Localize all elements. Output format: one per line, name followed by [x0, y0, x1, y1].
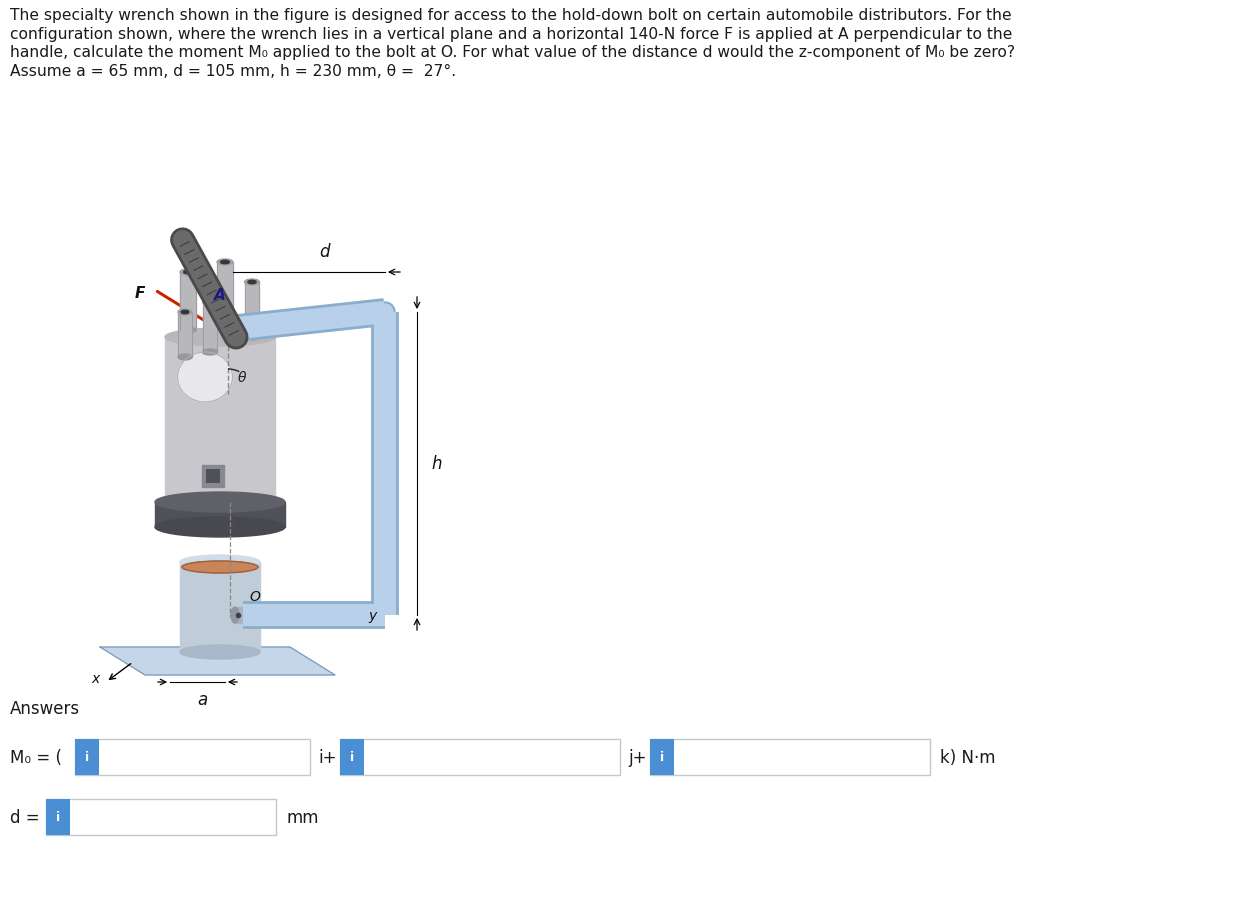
Ellipse shape	[165, 329, 275, 346]
Ellipse shape	[203, 350, 218, 355]
Text: i+: i+	[318, 748, 337, 766]
Text: y: y	[368, 609, 377, 622]
Polygon shape	[178, 312, 192, 358]
Text: z: z	[235, 516, 242, 529]
Ellipse shape	[180, 270, 197, 276]
Ellipse shape	[180, 645, 260, 660]
Text: a: a	[197, 691, 207, 708]
Ellipse shape	[220, 261, 229, 264]
Text: O: O	[249, 589, 260, 603]
Polygon shape	[245, 282, 259, 338]
Text: F: F	[135, 285, 145, 300]
Ellipse shape	[244, 280, 259, 286]
Ellipse shape	[165, 494, 275, 511]
Ellipse shape	[203, 300, 218, 306]
FancyBboxPatch shape	[341, 739, 620, 775]
Ellipse shape	[180, 556, 260, 569]
Ellipse shape	[232, 608, 239, 623]
Text: i: i	[85, 751, 89, 763]
Ellipse shape	[244, 334, 259, 341]
Text: mm: mm	[285, 808, 318, 826]
Text: x: x	[91, 671, 100, 685]
Bar	[341, 739, 364, 775]
Ellipse shape	[285, 608, 294, 623]
FancyBboxPatch shape	[75, 739, 310, 775]
Polygon shape	[155, 503, 285, 527]
Text: The specialty wrench shown in the figure is designed for access to the hold-down: The specialty wrench shown in the figure…	[10, 8, 1012, 23]
Text: configuration shown, where the wrench lies in a vertical plane and a horizontal : configuration shown, where the wrench li…	[10, 26, 1013, 42]
Text: k) N·m: k) N·m	[940, 748, 995, 766]
Text: d: d	[319, 242, 329, 261]
Polygon shape	[180, 272, 197, 331]
Text: Answers: Answers	[10, 700, 80, 717]
Bar	[75, 739, 99, 775]
Polygon shape	[100, 648, 336, 675]
Polygon shape	[202, 466, 224, 487]
Ellipse shape	[205, 301, 214, 304]
Text: handle, calculate the moment M₀ applied to the bolt at O. For what value of the : handle, calculate the moment M₀ applied …	[10, 45, 1015, 60]
Ellipse shape	[178, 354, 192, 361]
Text: h: h	[431, 455, 442, 473]
FancyBboxPatch shape	[650, 739, 930, 775]
Ellipse shape	[184, 271, 193, 274]
Ellipse shape	[155, 517, 285, 537]
Text: M₀ = (: M₀ = (	[10, 748, 61, 766]
Text: Assume a = 65 mm, d = 105 mm, h = 230 mm, θ =  27°.: Assume a = 65 mm, d = 105 mm, h = 230 mm…	[10, 64, 456, 78]
Polygon shape	[180, 562, 260, 652]
Ellipse shape	[182, 311, 189, 314]
Text: i: i	[351, 751, 354, 763]
Ellipse shape	[178, 310, 192, 315]
Text: i: i	[56, 811, 60, 824]
Ellipse shape	[180, 328, 197, 333]
Bar	[650, 739, 674, 775]
Text: j+: j+	[629, 748, 646, 766]
Polygon shape	[235, 608, 290, 623]
Polygon shape	[217, 262, 233, 322]
Polygon shape	[165, 338, 275, 503]
Ellipse shape	[155, 493, 285, 512]
Ellipse shape	[182, 561, 258, 573]
Text: A: A	[214, 288, 225, 302]
Text: d =: d =	[10, 808, 40, 826]
Bar	[46, 799, 70, 835]
Ellipse shape	[178, 353, 233, 403]
Ellipse shape	[377, 304, 393, 321]
Polygon shape	[203, 302, 217, 353]
Text: i: i	[660, 751, 664, 763]
Bar	[207, 469, 220, 484]
Ellipse shape	[217, 260, 233, 266]
Ellipse shape	[248, 281, 257, 284]
Ellipse shape	[217, 320, 233, 325]
Text: θ: θ	[238, 371, 247, 384]
Ellipse shape	[376, 302, 394, 322]
FancyBboxPatch shape	[46, 799, 275, 835]
